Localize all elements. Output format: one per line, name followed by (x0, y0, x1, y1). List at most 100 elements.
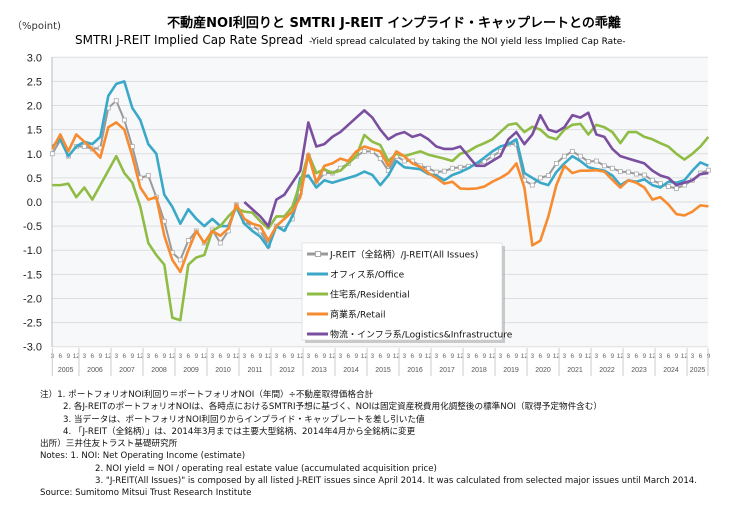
data-point-marker (537, 175, 543, 181)
x-month-tick-label: 12 (393, 353, 401, 360)
x-month-tick-label: 3 (499, 353, 503, 360)
x-month-tick-label: 3 (371, 353, 375, 360)
x-month-tick-label: 9 (355, 353, 359, 360)
x-month-tick-label: 3 (691, 353, 695, 360)
x-month-tick-label: 6 (475, 353, 479, 360)
y-axis-unit: （%point) (12, 21, 61, 32)
x-year-tick-label: 2020 (535, 367, 551, 374)
data-point-marker (425, 165, 431, 171)
data-point-marker (617, 169, 623, 175)
data-point-marker (553, 161, 559, 166)
x-year-tick-label: 2013 (311, 367, 327, 374)
x-month-tick-label: 9 (291, 353, 295, 360)
x-month-tick-label: 3 (275, 353, 279, 360)
x-month-tick-label: 3 (146, 353, 150, 360)
y-axis-tick-labels: 3.0 2.5 2.0 1.5 1.0 0.5 0.0 -0.5 -1.0 -1.5 -2.0 -2.… (23, 52, 42, 353)
note-en-2: 2. NOI yield = NOI / operating real esta… (95, 463, 437, 474)
data-point-marker (457, 164, 463, 170)
x-month-tick-label: 9 (707, 353, 711, 360)
data-point-marker (561, 153, 567, 159)
x-month-tick-label: 6 (635, 353, 639, 360)
series-line (52, 122, 710, 322)
data-point-marker (185, 238, 191, 243)
data-point-marker (593, 158, 599, 164)
legend: J-REIT（全銘柄）/J-REIT(All Issues) オフィス系/Offi… (301, 242, 513, 343)
data-point-marker (545, 173, 551, 178)
data-point-marker (705, 167, 711, 173)
x-month-tick-label: 9 (419, 353, 423, 360)
x-month-tick-label: 3 (627, 353, 631, 360)
y-tick-label: -1.5 (23, 269, 42, 281)
x-month-tick-label: 9 (227, 353, 231, 360)
chart-title: 不動産NOI利回りと SMTRI J-REIT インプライド・キャップレートとの… (167, 16, 621, 31)
legend-label: 商業系/Retail (330, 309, 385, 321)
x-month-tick-label: 6 (667, 353, 671, 360)
x-month-tick-label: 3 (467, 353, 471, 360)
data-point-marker (433, 169, 439, 175)
legend-box (301, 242, 503, 341)
data-point-marker (113, 98, 119, 104)
x-year-tick-label: 2011 (247, 367, 262, 374)
data-point-marker (657, 181, 663, 187)
y-tick-label: -2.0 (23, 293, 42, 305)
x-year-tick-label: 2009 (183, 367, 199, 374)
source-en: Source: Sumitomo Mitsui Trust Research I… (40, 488, 252, 499)
data-point-marker (217, 240, 223, 246)
series-lines (49, 80, 711, 322)
x-year-tick-label: 2016 (407, 367, 423, 374)
x-month-tick-label: 3 (339, 353, 343, 360)
x-year-tick-label: 2024 (663, 367, 679, 374)
x-month-tick-label: 6 (187, 353, 191, 360)
y-tick-label: 1.5 (27, 125, 42, 137)
x-month-tick-label: 6 (379, 353, 383, 360)
data-point-marker (577, 153, 583, 159)
x-month-tick-label: 12 (681, 353, 689, 360)
y-tick-label: 0.5 (27, 173, 42, 185)
x-month-tick-label: 3 (82, 353, 86, 360)
source-jp: 出所）三井住友トラスト基礎研究所 (40, 439, 178, 450)
x-month-tick-label: 3 (435, 353, 439, 360)
x-month-tick-label: 3 (114, 353, 118, 360)
x-month-tick-label: 6 (571, 353, 575, 360)
x-month-tick-label: 12 (105, 353, 113, 360)
x-month-tick-label: 12 (617, 353, 625, 360)
data-point-marker (601, 163, 607, 169)
x-month-tick-label: 6 (90, 353, 94, 360)
data-point-marker (81, 144, 87, 149)
x-axis: 3691236912369123691236912369123691236912… (50, 348, 711, 376)
x-month-tick-label: 3 (307, 353, 311, 360)
x-month-tick-label: 9 (195, 353, 199, 360)
x-month-tick-label: 12 (425, 353, 433, 360)
x-month-tick-label: 12 (457, 353, 465, 360)
note-jp-4: 4. 「J-REIT（全銘柄）」は、2014年3月までは主要大型銘柄、2014年… (63, 426, 416, 437)
series-住宅系/Residential (52, 122, 710, 322)
chart-subtitle: SMTRI J-REIT Implied Cap Rate Spread -Yie… (75, 33, 626, 47)
x-month-tick-label: 12 (489, 353, 497, 360)
data-point-marker (609, 165, 615, 171)
x-month-tick-label: 6 (315, 353, 319, 360)
x-month-tick-label: 9 (130, 353, 134, 360)
x-month-tick-label: 3 (243, 353, 247, 360)
data-point-marker (665, 184, 671, 189)
y-tick-label: 3.0 (27, 52, 42, 64)
x-month-tick-label: 6 (603, 353, 607, 360)
x-year-tick-label: 2017 (439, 367, 455, 374)
note-jp-1: 注）1. ポートフォリオNOI利回り＝ポートフォリオNOI（年間）÷不動産取得価… (40, 390, 374, 400)
data-point-marker (401, 158, 407, 164)
data-point-marker (377, 156, 383, 161)
subtitle-main: SMTRI J-REIT Implied Cap Rate Spread (75, 33, 304, 47)
x-year-tick-label: 2005 (58, 367, 74, 374)
x-month-tick-label: 9 (451, 353, 455, 360)
data-point-marker (441, 168, 447, 174)
x-month-tick-label: 9 (98, 353, 102, 360)
x-month-tick-label: 12 (233, 353, 241, 360)
data-point-marker (121, 117, 127, 123)
x-month-tick-label: 9 (611, 353, 615, 360)
x-month-tick-label: 9 (323, 353, 327, 360)
y-tick-label: 0.0 (27, 197, 42, 209)
x-year-tick-label: 2023 (631, 367, 647, 374)
x-year-tick-label: 2006 (87, 367, 103, 374)
notes: 注）1. ポートフォリオNOI利回り＝ポートフォリオNOI（年間）÷不動産取得価… (40, 389, 697, 500)
x-month-tick-label: 6 (283, 353, 287, 360)
x-month-tick-label: 9 (163, 353, 167, 360)
